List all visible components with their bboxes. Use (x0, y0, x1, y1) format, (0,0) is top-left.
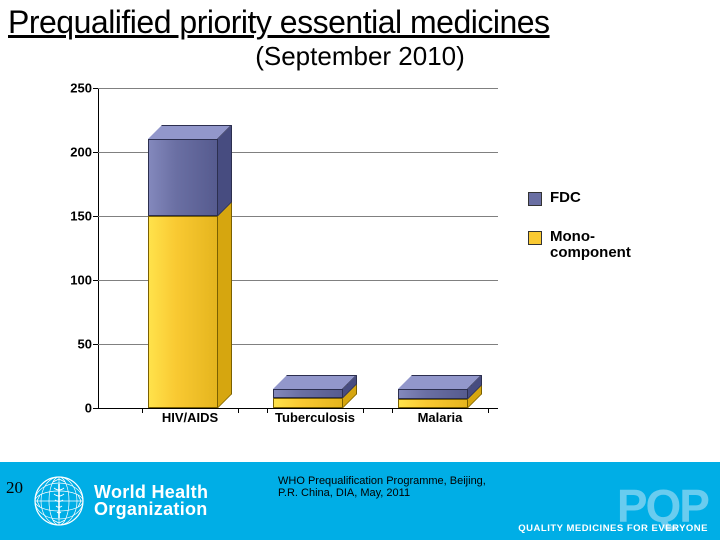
bar-front (398, 389, 468, 399)
bar-front (148, 216, 218, 408)
y-tick (93, 152, 98, 153)
pqp-tagline: QUALITY MEDICINES FOR EVERYONE (518, 523, 708, 534)
category-label: HIV/AIDS (162, 410, 218, 425)
bar-segment (398, 375, 482, 399)
bar-front (273, 398, 343, 408)
x-tick (267, 408, 268, 413)
attribution-text: WHO Prequalification Programme, Beijing,… (278, 475, 486, 500)
who-logo-block: World Health Organization (32, 468, 208, 534)
footer-bar: 20 World Health Or (0, 462, 720, 540)
y-tick-label: 100 (70, 273, 92, 288)
who-text-line2: Organization (94, 501, 208, 518)
bar-front (398, 399, 468, 408)
bar-segment (148, 202, 232, 408)
slide-number: 20 (6, 478, 23, 498)
y-tick-label: 200 (70, 145, 92, 160)
y-tick (93, 344, 98, 345)
gridline (98, 88, 498, 89)
who-emblem-icon (32, 474, 86, 528)
x-tick (238, 408, 239, 413)
pqp-logo: PQP QUALITY MEDICINES FOR EVERYONE (518, 488, 708, 534)
x-axis (98, 408, 498, 409)
y-tick-label: 0 (85, 401, 92, 416)
x-tick (363, 408, 364, 413)
bar-segment (148, 125, 232, 216)
bar-side (218, 125, 232, 216)
y-axis (98, 88, 99, 408)
y-tick (93, 280, 98, 281)
y-tick (93, 88, 98, 89)
x-tick (488, 408, 489, 413)
y-tick (93, 408, 98, 409)
y-tick-label: 50 (78, 337, 92, 352)
legend-label: Mono- component (550, 229, 631, 262)
y-tick (93, 216, 98, 217)
bar-front (273, 389, 343, 398)
pqp-mark: PQP (518, 488, 708, 525)
category-label: Tuberculosis (275, 410, 355, 425)
page-subtitle: (September 2010) (0, 41, 720, 72)
x-tick (142, 408, 143, 413)
attribution-line1: WHO Prequalification Programme, Beijing, (278, 475, 486, 488)
y-tick-label: 250 (70, 81, 92, 96)
title-region: Prequalified priority essential medicine… (0, 0, 720, 43)
y-tick-label: 150 (70, 209, 92, 224)
legend-swatch (528, 231, 542, 245)
who-wordmark: World Health Organization (94, 484, 208, 518)
bar-front (148, 139, 218, 216)
legend-item: FDC (528, 190, 668, 207)
legend: FDC Mono- component (528, 190, 668, 284)
x-tick (392, 408, 393, 413)
legend-swatch (528, 192, 542, 206)
chart-area: 050100150200250 FDCMono- component HIV/A… (38, 80, 678, 450)
bar-side (218, 202, 232, 408)
page-title: Prequalified priority essential medicine… (8, 4, 712, 41)
legend-label: FDC (550, 190, 581, 207)
legend-item: Mono- component (528, 229, 668, 262)
attribution-line2: P.R. China, DIA, May, 2011 (278, 487, 486, 500)
slide: Prequalified priority essential medicine… (0, 0, 720, 540)
category-label: Malaria (418, 410, 463, 425)
bar-chart-plot: 050100150200250 (98, 88, 498, 408)
bar-segment (273, 375, 357, 398)
